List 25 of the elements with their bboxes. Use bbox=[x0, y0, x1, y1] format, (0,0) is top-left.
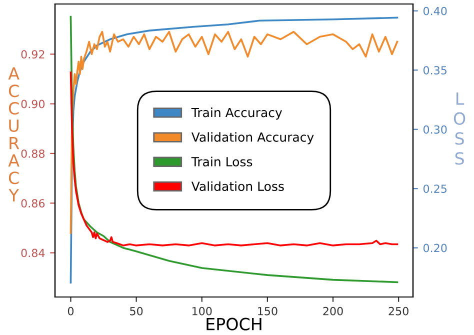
y2-tick-label: 0.40 bbox=[423, 6, 447, 16]
y-tick-label: 0.88 bbox=[21, 149, 45, 158]
legend-label: Train Accuracy bbox=[191, 108, 282, 120]
legend-label: Validation Loss bbox=[191, 181, 284, 192]
y2-axis-title: LOSS bbox=[454, 92, 466, 165]
legend-label: Validation Accuracy bbox=[191, 132, 314, 144]
y-axis-title: ACCURACY bbox=[8, 67, 20, 202]
x-tick-label: 200 bbox=[323, 306, 343, 316]
line-series bbox=[70, 72, 398, 246]
y2-tick-label: 0.35 bbox=[423, 66, 446, 74]
y2-tick-label: 0.20 bbox=[423, 244, 447, 252]
line-series bbox=[70, 30, 398, 234]
y-tick-label: 0.92 bbox=[21, 50, 44, 59]
legend-label: Train Loss bbox=[191, 156, 252, 166]
x-tick-label: 0 bbox=[68, 306, 74, 316]
x-axis-title: EPOCH bbox=[206, 318, 262, 330]
y2-tick-label: 0.30 bbox=[423, 125, 447, 134]
y-tick-label: 0.84 bbox=[21, 248, 45, 258]
x-tick-label: 250 bbox=[388, 306, 408, 316]
x-tick-label: 50 bbox=[130, 306, 143, 316]
x-tick-label: 150 bbox=[258, 306, 278, 316]
y2-tick-label: 0.25 bbox=[423, 184, 446, 193]
y-tick-label: 0.90 bbox=[21, 100, 45, 108]
x-tick-label: 100 bbox=[192, 306, 212, 316]
y-tick-label: 0.86 bbox=[21, 199, 45, 208]
